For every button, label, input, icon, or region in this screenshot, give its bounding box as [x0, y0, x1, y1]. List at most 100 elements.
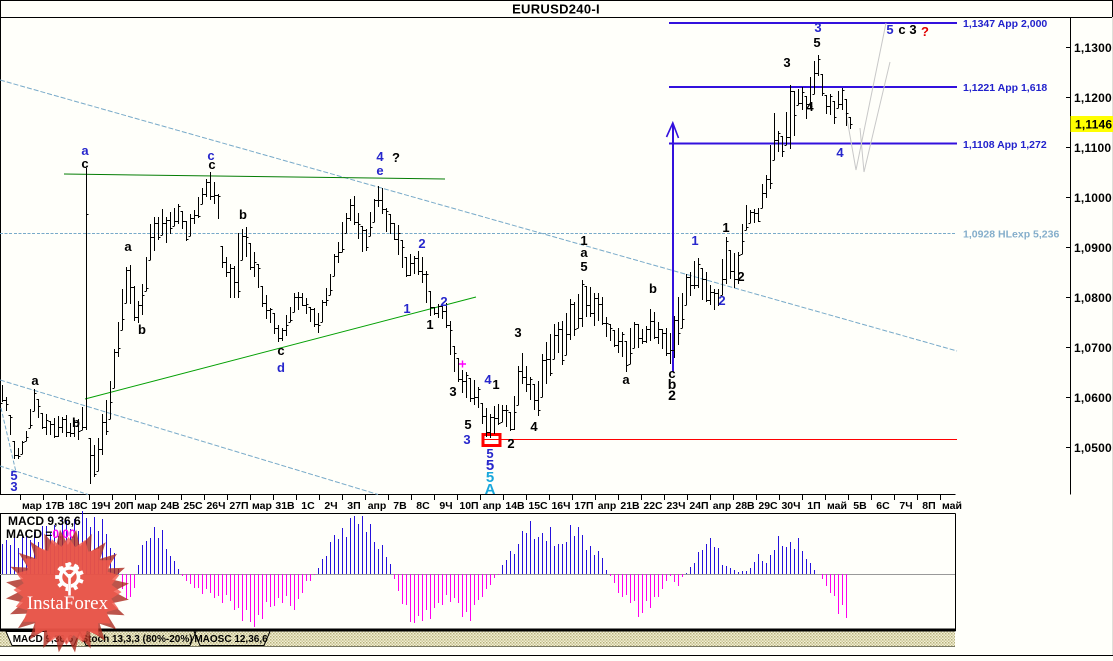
svg-text:a: a: [124, 239, 132, 254]
svg-text:7В: 7В: [393, 500, 407, 512]
svg-text:апр: апр: [483, 500, 502, 512]
svg-text:5: 5: [486, 446, 493, 461]
svg-text:18С: 18С: [68, 500, 88, 512]
svg-text:1,1146: 1,1146: [1075, 118, 1112, 132]
svg-text:d: d: [277, 360, 285, 375]
svg-text:30Ч: 30Ч: [781, 500, 800, 512]
svg-text:c: c: [898, 22, 905, 37]
svg-text:2: 2: [668, 387, 676, 403]
svg-text:3: 3: [814, 20, 821, 35]
svg-text:май: май: [942, 500, 962, 512]
svg-text:24В: 24В: [160, 500, 180, 512]
svg-text:24П: 24П: [689, 500, 708, 512]
svg-text:26Ч: 26Ч: [206, 500, 225, 512]
svg-text:5В: 5В: [853, 500, 867, 512]
svg-text:b: b: [239, 207, 247, 222]
svg-text:MACD 9,36,6: MACD 9,36,6: [8, 514, 81, 528]
svg-text:Stoch 13,3,3 (80%-20%): Stoch 13,3,3 (80%-20%): [81, 634, 192, 645]
svg-text:5: 5: [813, 35, 820, 50]
svg-text:MACD 9,36,6: MACD 9,36,6: [13, 634, 74, 645]
svg-text:1,0600: 1,0600: [1074, 391, 1112, 405]
svg-text:c: c: [668, 366, 675, 381]
svg-text:1: 1: [426, 317, 433, 332]
svg-text:17В: 17В: [45, 500, 65, 512]
svg-text:1,1347 App 2,000: 1,1347 App 2,000: [963, 18, 1047, 30]
svg-text:1: 1: [722, 220, 729, 235]
svg-text:9Ч: 9Ч: [439, 500, 452, 512]
svg-text:MAOSC 12,36,6: MAOSC 12,36,6: [194, 634, 268, 645]
svg-text:b: b: [649, 281, 657, 296]
svg-text:c: c: [81, 156, 88, 171]
svg-text:апр: апр: [598, 500, 617, 512]
svg-text:4: 4: [806, 99, 814, 114]
svg-text:1,0500: 1,0500: [1074, 441, 1112, 455]
svg-text:16Ч: 16Ч: [551, 500, 570, 512]
svg-text:3: 3: [783, 55, 790, 70]
svg-text:3: 3: [10, 479, 17, 494]
svg-text:3: 3: [514, 325, 521, 340]
svg-text:A: A: [485, 481, 496, 498]
svg-text:1,1108 App 1,272: 1,1108 App 1,272: [963, 139, 1047, 151]
svg-text:27П: 27П: [229, 500, 248, 512]
svg-text:31В: 31В: [275, 500, 295, 512]
svg-text:8П: 8П: [922, 500, 935, 512]
svg-text:2: 2: [737, 269, 744, 284]
svg-text:май: май: [827, 500, 847, 512]
svg-text:3П: 3П: [347, 500, 360, 512]
svg-text:1: 1: [403, 301, 410, 316]
svg-text:b: b: [668, 376, 677, 392]
svg-text:2: 2: [418, 236, 425, 251]
svg-text:25С: 25С: [183, 500, 203, 512]
svg-text:1,1300: 1,1300: [1074, 41, 1112, 55]
svg-text:4: 4: [376, 149, 384, 164]
svg-text:мар: мар: [22, 500, 42, 512]
svg-text:a: a: [622, 372, 630, 387]
svg-text:EURUSD240-I: EURUSD240-I: [512, 2, 600, 17]
svg-text:28В: 28В: [735, 500, 755, 512]
svg-text:мар: мар: [137, 500, 157, 512]
svg-text:4: 4: [836, 145, 844, 160]
svg-text:a: a: [81, 143, 89, 158]
svg-text:2: 2: [718, 293, 725, 308]
svg-text:1П: 1П: [807, 500, 820, 512]
svg-text:b: b: [138, 322, 146, 337]
svg-text:23Ч: 23Ч: [666, 500, 685, 512]
svg-text:4: 4: [484, 372, 492, 387]
svg-text:1: 1: [691, 233, 698, 248]
svg-text:5: 5: [486, 457, 494, 474]
svg-text:a: a: [580, 245, 588, 260]
svg-text:14В: 14В: [505, 500, 525, 512]
svg-text:1,1000: 1,1000: [1074, 191, 1112, 205]
svg-text:21В: 21В: [620, 500, 640, 512]
svg-text:c: c: [208, 157, 215, 172]
svg-text:1,0928 HLexp 5,236: 1,0928 HLexp 5,236: [963, 229, 1059, 241]
svg-text:e: e: [376, 163, 383, 178]
svg-text:?: ?: [921, 24, 929, 39]
svg-text:a: a: [31, 373, 39, 388]
svg-text:мар: мар: [252, 500, 272, 512]
svg-text:6С: 6С: [876, 500, 890, 512]
svg-text:29С: 29С: [758, 500, 778, 512]
svg-text:MACD =0,00: MACD =0,00: [6, 527, 76, 541]
svg-text:1: 1: [580, 233, 587, 248]
svg-text:апр: апр: [713, 500, 732, 512]
svg-text:8С: 8С: [416, 500, 430, 512]
svg-text:1С: 1С: [301, 500, 315, 512]
svg-text:7Ч: 7Ч: [899, 500, 912, 512]
svg-text:апр: апр: [368, 500, 387, 512]
svg-text:22С: 22С: [643, 500, 663, 512]
svg-text:3: 3: [909, 22, 916, 37]
svg-text:InstaForex: InstaForex: [27, 593, 109, 614]
svg-text:5: 5: [580, 259, 587, 274]
svg-text:1,1100: 1,1100: [1074, 141, 1111, 155]
svg-text:5: 5: [10, 468, 17, 483]
svg-text:b: b: [72, 415, 80, 430]
svg-text:2Ч: 2Ч: [324, 500, 337, 512]
svg-text:3: 3: [449, 384, 456, 399]
svg-text:?: ?: [392, 150, 400, 165]
svg-text:20П: 20П: [114, 500, 133, 512]
svg-text:1,1200: 1,1200: [1074, 91, 1112, 105]
svg-text:c: c: [277, 343, 284, 358]
svg-text:2: 2: [507, 436, 514, 451]
svg-text:5: 5: [464, 417, 471, 432]
